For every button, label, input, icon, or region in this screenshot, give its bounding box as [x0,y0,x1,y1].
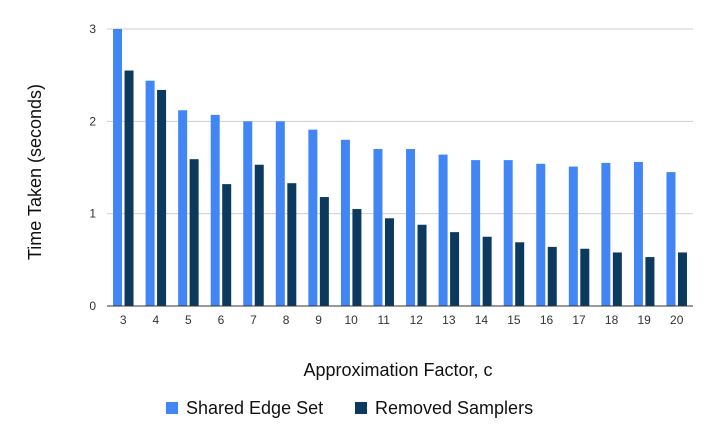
bar-removed-samplers-13 [450,232,460,306]
gridlines [107,28,693,215]
x-tick-label: 18 [605,313,619,327]
y-axis-tick-labels: 0 1 2 3 [89,22,96,313]
x-tick-label: 13 [442,313,456,327]
x-tick-label: 16 [540,313,554,327]
x-tick-label: 6 [218,313,225,327]
bar-removed-samplers-12 [417,224,427,306]
bar-removed-samplers-15 [515,242,525,306]
bar-removed-samplers-9 [319,197,329,306]
x-tick-label: 11 [377,313,390,327]
x-tick-label: 7 [250,313,257,327]
bar-removed-samplers-3 [124,70,134,306]
x-tick-label: 14 [475,313,489,327]
x-tick-label: 12 [410,313,424,327]
legend-label-removed-samplers: Removed Samplers [375,398,533,418]
bar-shared-edge-set-7 [243,121,253,306]
bar-removed-samplers-6 [222,184,232,306]
bar-removed-samplers-8 [287,183,297,306]
bar-shared-edge-set-11 [373,149,383,306]
x-tick-label: 3 [120,313,127,327]
bar-shared-edge-set-6 [210,114,220,307]
bar-removed-samplers-5 [189,159,199,306]
y-tick-label: 3 [89,22,96,36]
x-tick-label: 4 [152,313,159,327]
bar-shared-edge-set-8 [275,121,285,306]
bar-removed-samplers-10 [352,209,362,306]
y-tick-label: 2 [89,114,96,128]
x-tick-label: 8 [283,313,290,327]
bar-removed-samplers-19 [645,257,655,306]
bar-removed-samplers-16 [547,246,557,306]
bar-shared-edge-set-20 [666,172,676,306]
bar-shared-edge-set-16 [536,163,546,306]
bar-shared-edge-set-13 [438,154,448,306]
legend-swatch-removed-samplers [355,402,367,414]
bar-shared-edge-set-9 [308,129,318,306]
bar-shared-edge-set-3 [113,29,123,306]
x-axis-tick-labels: 3 4 5 6 7 8 9 10 11 12 13 14 15 16 17 18 19 20 [120,313,684,327]
legend: Shared Edge Set Removed Samplers [166,398,533,418]
bar-shared-edge-set-19 [633,161,643,306]
x-tick-label: 15 [507,313,521,327]
bar-shared-edge-set-5 [178,110,188,307]
bar-removed-samplers-7 [254,164,264,306]
x-tick-label: 10 [344,313,358,327]
bar-shared-edge-set-17 [568,166,578,306]
y-tick-label: 0 [89,299,96,313]
x-tick-label: 9 [315,313,322,327]
bar-shared-edge-set-4 [145,80,155,306]
x-tick-label: 5 [185,313,192,327]
y-axis-title: Time Taken (seconds) [25,84,45,260]
bar-shared-edge-set-12 [406,149,416,306]
bar-removed-samplers-4 [157,89,167,306]
bar-shared-edge-set-14 [471,160,481,306]
bar-shared-edge-set-18 [601,162,611,306]
bar-shared-edge-set-15 [503,160,513,306]
bar-removed-samplers-18 [612,252,622,306]
bar-removed-samplers-14 [482,236,492,306]
bar-removed-samplers-20 [677,252,687,306]
bar-removed-samplers-11 [384,218,394,306]
x-tick-label: 19 [637,313,651,327]
legend-swatch-shared-edge-set [166,402,178,414]
bar-shared-edge-set-10 [340,139,350,306]
legend-label-shared-edge-set: Shared Edge Set [186,398,323,418]
bars [113,29,687,307]
x-axis-title: Approximation Factor, c [303,360,492,380]
bar-removed-samplers-17 [580,248,590,306]
x-tick-label: 20 [670,313,684,327]
x-tick-label: 17 [572,313,586,327]
y-tick-label: 1 [89,207,96,221]
